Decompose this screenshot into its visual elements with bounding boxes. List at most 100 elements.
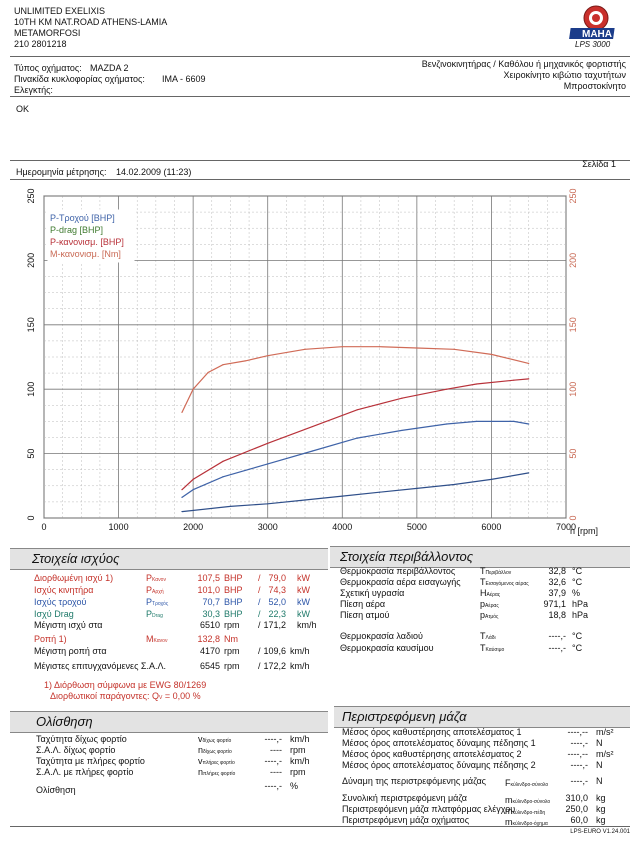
environment-row2-unit: °C — [572, 643, 583, 653]
environment-row2-sub: Καύσιμο — [485, 647, 505, 653]
environment-row-sub: Περιβάλλον — [485, 570, 512, 576]
series-point — [181, 489, 183, 491]
environment-row-value: 18,8 — [548, 610, 566, 620]
power-section-title: Στοιχεία ισχύος — [32, 551, 120, 566]
power-row-label: Ισχύ Drag — [34, 609, 74, 619]
environment-row-label: Θερμοκρασία περιβάλλοντος — [340, 566, 456, 576]
fuel-type: Βενζινοκινητήρας / Καθόλου ή μηχανικός φ… — [421, 59, 626, 69]
series-point — [267, 442, 269, 444]
power-row-label: Διορθωμένη ισχύ 1) — [34, 573, 114, 583]
environment-row2-sym: T — [480, 631, 486, 641]
environment-section-title: Στοιχεία περιβάλλοντος — [340, 549, 474, 564]
y-tick-label-left: 0 — [26, 515, 36, 520]
power-row-value2: 52,0 — [268, 597, 286, 607]
page-number: Σελίδα 1 — [582, 159, 616, 169]
environment-row-sym: T — [480, 577, 486, 587]
environment-row-sub: Ατμός — [485, 614, 499, 620]
coastdown-row-symbol: vδίχως φορτίο — [198, 734, 231, 744]
rotating-mass-row-symbol: mκύλινδρο-σύνολο — [505, 795, 550, 805]
environment-row-symbol: pΑτμός — [480, 610, 498, 620]
series-point — [475, 420, 478, 422]
y-tick-label-right: 100 — [568, 382, 578, 397]
rotating-mass-row-label: Συνολική περιστρεφόμενη μάζα — [342, 793, 467, 803]
correction-factor-label: Διορθωτικοί παράγοντες: Q — [50, 691, 160, 701]
slip-value: ----,- — [264, 781, 283, 791]
power-row-value2: 171,2 — [263, 620, 286, 630]
correction-factor-value: = 0,00 % — [164, 691, 201, 701]
environment-row2-sub: Λάδι — [485, 635, 496, 641]
series-point — [378, 491, 381, 493]
series-point — [490, 353, 493, 356]
coastdown-row-sub: πλήρες φορτίο — [203, 771, 236, 777]
rotating-mass-row-sym: m — [505, 806, 513, 816]
rotating-mass-row-sym: m — [505, 817, 513, 827]
power-row-sub: Τροχός — [152, 601, 169, 607]
environment-row-symbol: TΕισαγόμενος αέρας — [480, 577, 529, 587]
date-label: Ημερομηνία μέτρησης: — [16, 167, 107, 177]
power-row-sub: Drag — [152, 613, 163, 619]
environment-row-sub: Αέρας — [486, 592, 501, 598]
environment-row2-symbol: TΚαύσιμο — [480, 643, 504, 653]
series-point — [490, 478, 493, 480]
series-point — [356, 437, 358, 439]
torque-sub: Κανον — [153, 638, 168, 644]
rotating-mass-row-value: 310,0 — [565, 793, 588, 803]
environment-row-unit: °C — [572, 566, 583, 576]
maha-logo: MAHA — [566, 4, 626, 48]
series-point — [401, 429, 403, 432]
power-row-unit2: kW — [297, 597, 310, 607]
series-point — [513, 420, 515, 422]
coastdown-row-sub: δίχως φορτίο — [202, 738, 232, 744]
power-row-label: Ισχύς κινητήρα — [34, 585, 94, 595]
power-row-sym: P — [146, 585, 153, 595]
max-speed-rpm: 6545 — [199, 661, 220, 671]
y-tick-label-right: 250 — [568, 188, 578, 203]
series-point — [341, 495, 343, 497]
max-torque-sep: / — [258, 646, 261, 656]
legend-entry: P-drag [BHP] — [50, 225, 103, 235]
series-point — [222, 364, 224, 366]
series-point — [453, 348, 455, 350]
torque-symbol: MΚανον — [146, 634, 167, 644]
series-point — [192, 478, 194, 480]
rotating-mass-row-value: 250,0 — [565, 804, 588, 814]
environment-row2-symbol: TΛάδι — [480, 631, 496, 641]
power-row-symbol: PDrag — [146, 609, 163, 619]
coastdown-row-value: ----,- — [264, 734, 283, 744]
environment-row-value: 37,9 — [548, 588, 566, 598]
x-tick-label: 4000 — [332, 522, 352, 532]
rotating-mass-row-value: ----,- — [570, 738, 589, 748]
correction-note: 1) Διόρθωση σύμφωνα με EWG 80/1269 — [44, 680, 207, 690]
series-point — [416, 487, 418, 489]
power-row-sep: / — [258, 609, 261, 619]
coastdown-row-value: ---- — [270, 745, 282, 755]
power-row-sym: P — [146, 609, 153, 619]
x-tick-label: 0 — [41, 522, 46, 532]
power-row-unit2: kW — [297, 573, 310, 583]
series-point — [378, 346, 381, 348]
environment-row-label: Πίεση ατμού — [340, 610, 390, 620]
series-point — [311, 450, 314, 452]
power-row-symbol: PΑρχή — [146, 585, 164, 595]
environment-row-symbol: TΠεριβάλλον — [480, 566, 511, 576]
rotating-mass-row-unit: kg — [596, 815, 606, 825]
chart-series — [181, 346, 530, 513]
environment-row-value: 32,6 — [548, 577, 566, 587]
environment-section-header — [330, 546, 630, 568]
coastdown-row-sym: v — [198, 734, 203, 744]
series-point — [341, 346, 343, 348]
rotating-mass-row-symbol: Fκύλινδρο-σύνολο — [505, 778, 548, 788]
x-tick-label: 7000 — [556, 522, 576, 532]
plate-value: IMA - 6609 — [162, 74, 206, 84]
power-row-value1: 101,0 — [197, 585, 220, 595]
coastdown-row-sub: δίχως φορτίο — [203, 749, 232, 755]
rotating-mass-section-title: Περιστρεφόμενη μάζα — [342, 709, 467, 724]
series-point — [528, 378, 530, 380]
rotating-mass-row-label: Δύναμη της περιστρεφόμενης μάζας — [342, 776, 486, 786]
legend-box — [47, 209, 135, 263]
power-row-sym: P — [146, 573, 153, 583]
power-row-sub: Αρχή — [152, 589, 164, 595]
company-name: UNLIMITED EXELIXIS — [14, 6, 106, 16]
coastdown-row-unit: km/h — [290, 756, 310, 766]
plate-label: Πινακίδα κυκλοφορίας οχήματος: — [14, 74, 145, 84]
